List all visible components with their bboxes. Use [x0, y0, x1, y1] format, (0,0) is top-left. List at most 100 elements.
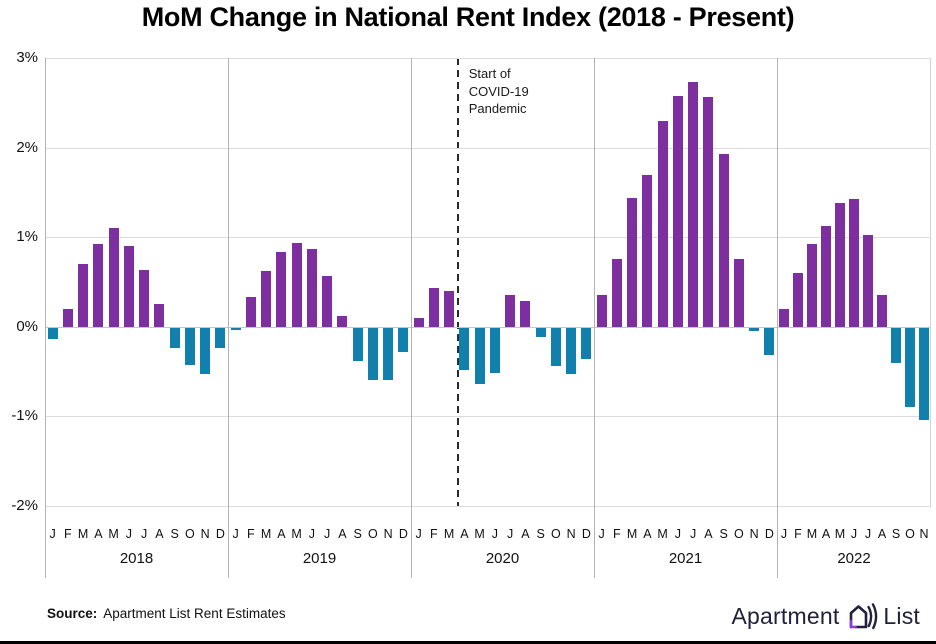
gridline-2%	[45, 147, 931, 149]
bar-2021-6	[672, 95, 683, 327]
y-axis-tick-0%: 0%	[16, 317, 38, 335]
month-label-2019-J: J	[232, 527, 239, 541]
month-label-2018-J: J	[141, 527, 148, 541]
month-label-2018-A: A	[94, 527, 103, 541]
bar-2020-4	[459, 327, 470, 370]
month-label-2020-J: J	[491, 527, 498, 541]
plot-left-border	[45, 58, 46, 578]
bar-2022-7	[863, 235, 873, 327]
bar-2021-1	[596, 294, 607, 327]
bar-2022-1	[779, 308, 789, 327]
bar-2021-2	[611, 258, 622, 327]
covid-annotation: Start of COVID-19 Pandemic	[469, 65, 529, 118]
source-text: Apartment List Rent Estimates	[103, 606, 286, 621]
month-label-2019-N: N	[383, 527, 393, 541]
bar-2018-10	[184, 327, 195, 366]
bar-2020-9	[535, 327, 546, 337]
bar-2018-6	[123, 246, 134, 327]
bar-2020-3	[444, 290, 455, 327]
month-label-2021-A: A	[704, 527, 713, 541]
gridline-3%	[45, 58, 931, 59]
year-label-2018: 2018	[119, 550, 154, 567]
house-icon	[844, 600, 878, 632]
bar-2021-8	[703, 96, 714, 327]
month-label-2022-J: J	[864, 527, 872, 541]
bar-2018-7	[139, 270, 150, 327]
bar-2019-6	[306, 248, 317, 327]
bar-2019-11	[383, 327, 394, 380]
y-axis-tick--1%: -1%	[11, 407, 38, 425]
month-label-2021-F: F	[613, 527, 621, 541]
bar-2020-5	[474, 327, 485, 385]
month-label-2018-F: F	[64, 527, 72, 541]
bar-2020-7	[505, 294, 516, 327]
month-label-2021-A: A	[643, 527, 652, 541]
bar-2019-12	[398, 327, 409, 352]
month-label-2019-A: A	[277, 527, 286, 541]
bar-2020-12	[581, 327, 592, 360]
month-label-2021-S: S	[719, 527, 728, 541]
month-label-2021-M: M	[626, 527, 638, 541]
month-label-2020-A: A	[460, 527, 469, 541]
bar-2018-1	[47, 327, 58, 339]
bar-2019-9	[352, 327, 363, 361]
plot-right-border	[930, 58, 931, 506]
month-label-2021-O: O	[734, 527, 744, 541]
bar-2020-6	[489, 327, 500, 373]
month-label-2019-J: J	[308, 527, 315, 541]
month-label-2019-J: J	[324, 527, 331, 541]
year-separator	[228, 58, 229, 578]
month-label-2022-M: M	[806, 527, 818, 541]
year-separator	[777, 58, 778, 578]
month-label-2018-J: J	[49, 527, 56, 541]
year-label-2020: 2020	[485, 550, 520, 567]
bar-2019-3	[261, 271, 272, 327]
source-label: Source:	[47, 606, 98, 621]
month-label-2018-J: J	[125, 527, 132, 541]
bar-2018-3	[78, 264, 89, 327]
logo-text-list: List	[883, 602, 920, 629]
month-label-2022-O: O	[905, 527, 915, 541]
covid-annotation-line3: Pandemic	[468, 101, 527, 116]
bar-2019-8	[337, 316, 348, 327]
month-label-2022-S: S	[891, 527, 901, 541]
month-label-2020-M: M	[443, 527, 455, 541]
plot-area: Start of COVID-19 Pandemic 3% 2% 1% 0% -1% -2…	[11, 49, 931, 578]
bar-2021-9	[718, 153, 729, 327]
bar-2020-1	[413, 317, 424, 327]
y-axis-tick-3%: 3%	[16, 49, 38, 66]
year-separator	[411, 58, 412, 578]
month-label-2022-A: A	[877, 527, 887, 541]
bar-2022-3	[807, 244, 817, 327]
month-label-2019-D: D	[398, 527, 408, 541]
bar-2018-12	[215, 327, 226, 348]
bar-2022-5	[835, 203, 845, 327]
y-axis-tick--2%: -2%	[11, 497, 38, 514]
year-label-2019: 2019	[302, 550, 337, 567]
bar-2018-11	[200, 327, 211, 375]
chart-title: MoM Change in National Rent Index (2018 …	[141, 2, 795, 32]
gridline--2%	[45, 506, 931, 507]
bar-2020-10	[550, 327, 561, 367]
y-axis-tick-2%: 2%	[16, 138, 38, 156]
gridline--1%	[45, 416, 931, 418]
bar-2021-10	[733, 258, 744, 327]
y-axis-tick-1%: 1%	[16, 228, 38, 246]
bar-2022-11	[919, 327, 929, 421]
month-label-2020-N: N	[566, 527, 576, 541]
month-label-2019-S: S	[353, 527, 362, 541]
month-label-2021-M: M	[657, 527, 668, 541]
bar-2018-9	[169, 327, 180, 348]
month-label-2022-J: J	[850, 527, 858, 541]
bar-2018-5	[108, 228, 119, 327]
month-label-2020-D: D	[581, 527, 591, 541]
month-label-2020-F: F	[430, 527, 438, 541]
month-label-2022-N: N	[919, 527, 929, 541]
month-label-2022-A: A	[821, 527, 831, 541]
month-label-2018-M: M	[108, 527, 119, 541]
month-label-2022-M: M	[834, 527, 846, 541]
covid-annotation-line1: Start of	[468, 66, 511, 81]
bar-2019-2	[245, 297, 256, 327]
month-label-2018-D: D	[215, 527, 225, 541]
apartment-list-logo: Apartment List	[732, 600, 921, 632]
